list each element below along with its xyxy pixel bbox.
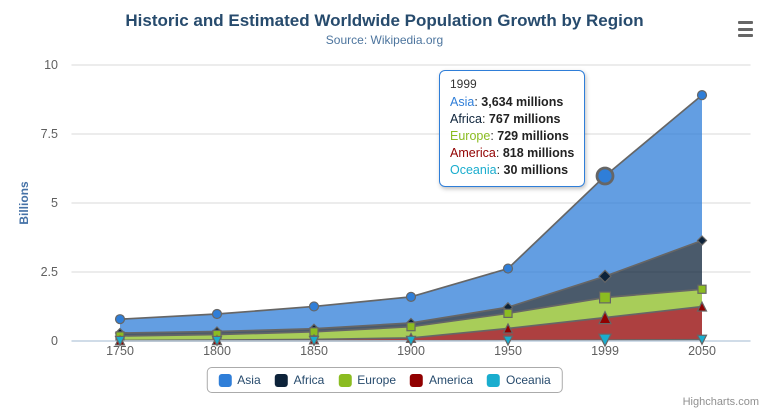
europe-series-swatch — [338, 373, 352, 387]
svg-text:2.5: 2.5 — [41, 265, 58, 279]
svg-text:5: 5 — [51, 196, 58, 210]
svg-text:7.5: 7.5 — [41, 127, 58, 141]
legend-item-asia[interactable]: Asia — [218, 373, 261, 387]
africa-series-swatch — [274, 373, 288, 387]
svg-text:10: 10 — [44, 58, 58, 72]
svg-text:2050: 2050 — [688, 344, 716, 358]
svg-text:1850: 1850 — [300, 344, 328, 358]
tooltip-row: Oceania: 30 millions — [450, 163, 569, 177]
tooltip-row: Europe: 729 millions — [450, 129, 569, 143]
svg-text:0: 0 — [51, 334, 58, 348]
legend-item-europe[interactable]: Europe — [338, 373, 396, 387]
svg-text:1800: 1800 — [203, 344, 231, 358]
tooltip-row: America: 818 millions — [450, 146, 575, 160]
tooltip-header: 1999 — [450, 77, 477, 91]
hamburger-icon-bar — [738, 34, 753, 37]
legend-item-africa[interactable]: Africa — [274, 373, 324, 387]
legend-item-oceania[interactable]: Oceania — [487, 373, 551, 387]
hamburger-icon-bar — [738, 21, 753, 24]
chart-title: Historic and Estimated Worldwide Populat… — [125, 11, 644, 30]
hamburger-icon-bar — [738, 27, 753, 31]
svg-text:1999: 1999 — [591, 344, 619, 358]
svg-text:1900: 1900 — [397, 344, 425, 358]
legend: Asia Africa Europe America Oceania — [206, 367, 563, 393]
tooltip-row: Africa: 767 millions — [450, 112, 561, 126]
export-menu-button[interactable] — [737, 20, 756, 38]
asia-series-swatch — [218, 373, 232, 387]
oceania-series-swatch — [487, 373, 501, 387]
svg-text:1750: 1750 — [106, 344, 134, 358]
tooltip-row: Asia: 3,634 millions — [450, 95, 564, 109]
y-axis-title: Billions — [17, 181, 31, 225]
svg-text:1950: 1950 — [494, 344, 522, 358]
highcharts-credits-link[interactable]: Highcharts.com — [682, 396, 759, 408]
tooltip: 1999 Asia: 3,634 millions Africa: 767 mi… — [439, 70, 586, 187]
chart-subtitle: Source: Wikipedia.org — [325, 33, 444, 47]
legend-item-america[interactable]: America — [410, 373, 473, 387]
america-series-swatch — [410, 373, 424, 387]
